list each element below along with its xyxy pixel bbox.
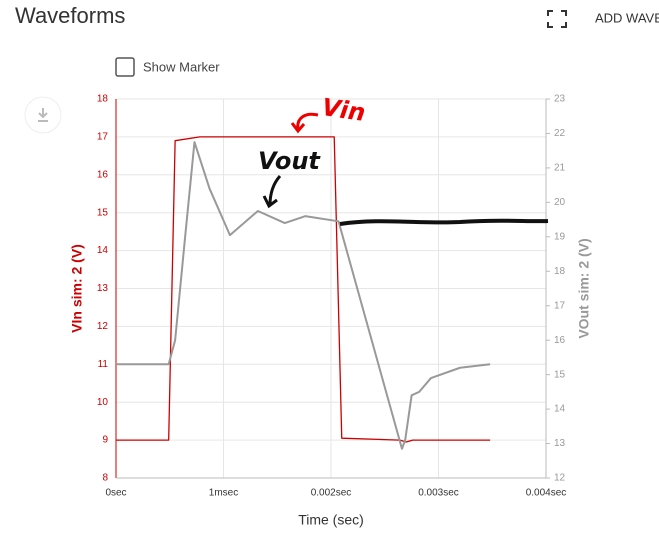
y2-tick-label: 23 (554, 94, 566, 105)
y2-axis-title: VOut sim: 2 (V) (576, 238, 592, 338)
series-line (116, 136, 491, 443)
x-tick-label: 0.003sec (418, 488, 459, 499)
panel-title: Waveforms (15, 3, 125, 28)
series-line (116, 141, 491, 450)
y2-tick-label: 16 (554, 335, 566, 346)
y-tick-label: 13 (97, 283, 109, 294)
y-tick-label: 10 (97, 397, 109, 408)
y2-tick-label: 18 (554, 266, 566, 277)
hand-arrow (262, 175, 282, 209)
chart: 0sec 1msec 0.002sec 0.003sec 0.004sec 8 9 10 11 1… (69, 94, 592, 528)
download-button[interactable] (24, 96, 62, 134)
y-tick-label: 18 (97, 94, 109, 105)
add-wave-button[interactable]: ADD WAVE (595, 10, 659, 25)
y2-tick-label: 22 (554, 128, 566, 139)
y2-tick-label: 19 (554, 231, 566, 242)
checkbox[interactable] (115, 57, 135, 77)
hand-drawn-line (339, 218, 549, 226)
y2-tick-label: 13 (554, 438, 566, 449)
y-axis-title: VIn sim: 2 (V) (69, 244, 85, 333)
y-tick-label: 14 (97, 245, 109, 256)
y2-tick-label: 21 (554, 163, 566, 174)
y-tick-label: 11 (98, 359, 109, 370)
y-tick-label: 8 (102, 473, 108, 484)
x-tick-label: 1msec (209, 488, 238, 499)
annotation: Vin (320, 93, 367, 127)
y2-tick-label: 20 (554, 197, 566, 208)
annotation: Vout (258, 147, 321, 175)
checkbox-label[interactable]: Show Marker (143, 59, 220, 74)
x-axis-title: Time (sec) (298, 512, 364, 528)
hand-arrow (290, 112, 319, 134)
y-tick-label: 9 (102, 435, 108, 446)
y2-tick-label: 17 (554, 300, 566, 311)
fullscreen-icon[interactable] (547, 10, 567, 28)
x-tick-label: 0sec (105, 488, 126, 499)
x-tick-label: 0.002sec (311, 488, 352, 499)
y2-tick-label: 12 (554, 473, 566, 484)
y-tick-label: 16 (97, 169, 109, 180)
y2-tick-label: 15 (554, 369, 566, 380)
x-tick-label: 0.004sec (526, 488, 567, 499)
y2-tick-label: 14 (554, 404, 566, 415)
y-tick-label: 15 (97, 207, 109, 218)
y-tick-label: 17 (97, 132, 109, 143)
y-tick-label: 12 (97, 321, 109, 332)
